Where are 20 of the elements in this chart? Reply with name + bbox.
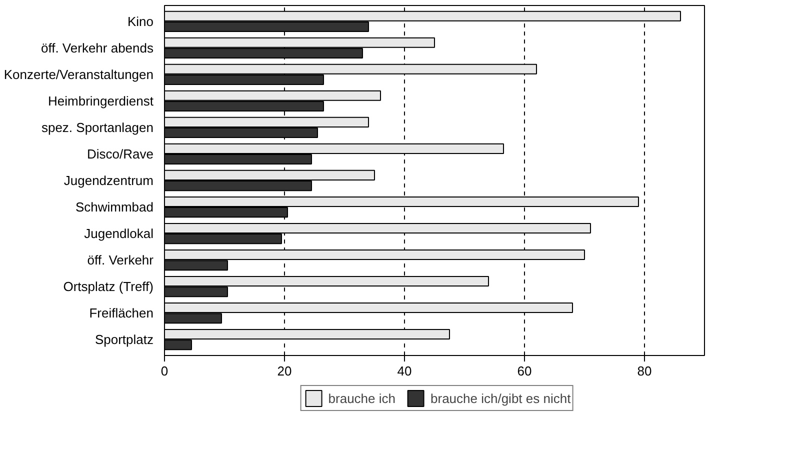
- y-tick-label: Konzerte/Veranstaltungen: [4, 66, 154, 82]
- x-tick-label: 60: [517, 364, 532, 378]
- x-tick-label: 80: [637, 364, 652, 378]
- legend-label: brauche ich/gibt es nicht: [430, 390, 571, 406]
- legend-label: brauche ich: [328, 390, 396, 406]
- y-tick-label: Kino: [127, 14, 154, 29]
- y-tick-label: Disco/Rave: [87, 146, 154, 162]
- y-tick-label: öff. Verkehr abends: [40, 40, 154, 56]
- y-tick-label: öff. Verkehr: [87, 252, 154, 268]
- y-tick-label: spez. Sportanlagen: [41, 120, 154, 135]
- x-tick-label: 0: [160, 364, 168, 378]
- y-tick-label: Schwimmbad: [75, 200, 154, 215]
- y-tick-label: Sportplatz: [94, 332, 154, 348]
- y-tick-label: Ortsplatz (Treff): [63, 279, 154, 294]
- x-tick-label: 20: [277, 364, 292, 378]
- y-tick-label: Freiflächen: [89, 306, 154, 321]
- y-tick-label: Heimbringerdienst: [48, 93, 154, 108]
- x-tick-label: 40: [397, 364, 412, 378]
- y-tick-label: Jugendzentrum: [64, 173, 154, 188]
- y-tick-label: Jugendlokal: [84, 226, 154, 242]
